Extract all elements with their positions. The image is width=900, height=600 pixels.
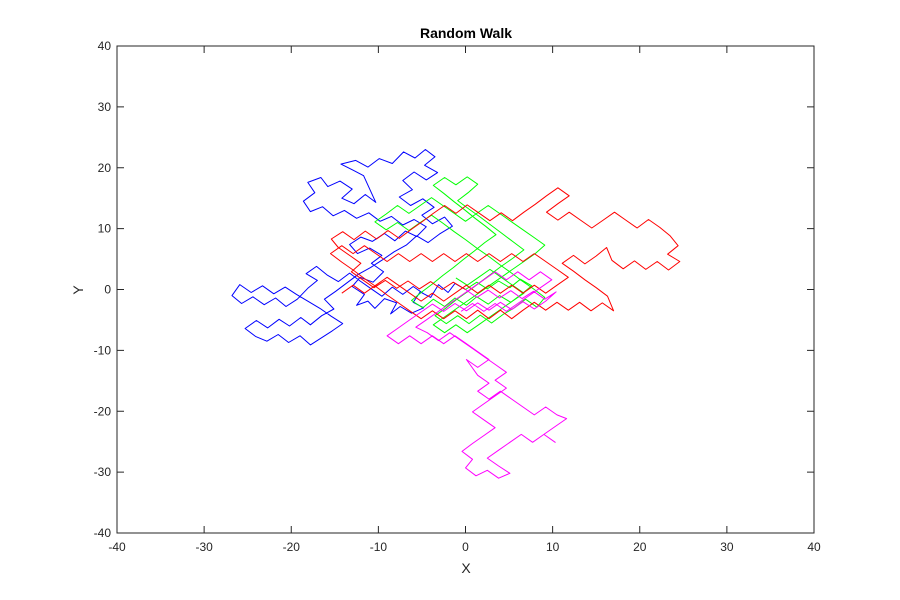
y-tick-label: -10 xyxy=(94,343,112,357)
series-line-2 xyxy=(374,176,546,334)
x-tick-label: -40 xyxy=(108,540,126,554)
tick-layer: -40 -30 -20 -10 0 10 20 30 40 -40 -30 -20 -10 0 10 20 30… xyxy=(94,39,821,554)
y-tick-label: -20 xyxy=(94,404,112,418)
y-axis-label: Y xyxy=(70,285,86,295)
series-line-3 xyxy=(330,187,681,320)
y-tick-label: 20 xyxy=(98,161,112,175)
series-line-4 xyxy=(386,271,568,479)
series-line-1 xyxy=(231,149,466,346)
chart-title: Random Walk xyxy=(420,25,512,41)
y-tick-label: -40 xyxy=(94,526,112,540)
x-axis-label: X xyxy=(461,560,471,576)
y-tick-label: -30 xyxy=(94,465,112,479)
series-layer xyxy=(231,149,681,479)
y-tick-label: 0 xyxy=(104,283,111,297)
y-tick-label: 10 xyxy=(98,222,112,236)
x-tick-label: -10 xyxy=(370,540,388,554)
x-tick-label: 0 xyxy=(462,540,469,554)
y-tick-label: 30 xyxy=(98,100,112,114)
x-tick-label: 30 xyxy=(720,540,734,554)
y-tick-label: 40 xyxy=(98,39,112,53)
x-tick-label: -30 xyxy=(195,540,213,554)
x-tick-label: 10 xyxy=(546,540,560,554)
x-tick-label: 20 xyxy=(633,540,647,554)
x-tick-label: 40 xyxy=(807,540,821,554)
x-tick-label: -20 xyxy=(283,540,301,554)
